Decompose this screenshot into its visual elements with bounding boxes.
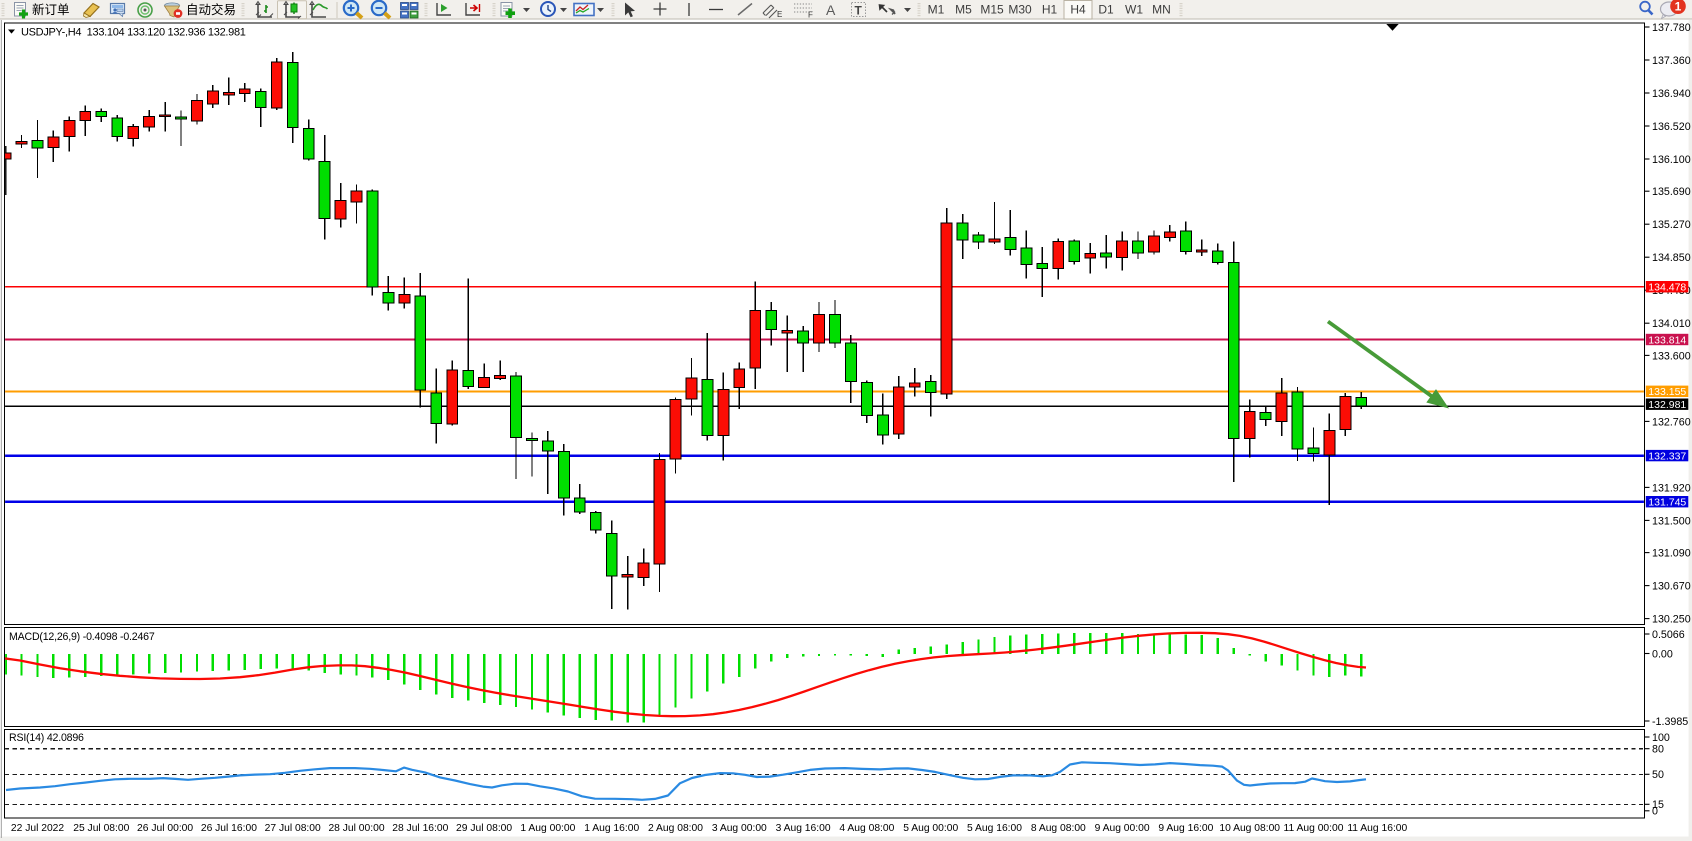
svg-text:136.520: 136.520 [1652,121,1691,133]
svg-text:0.00: 0.00 [1652,648,1673,660]
svg-text:22 Jul 2022: 22 Jul 2022 [11,823,65,834]
svg-text:131.090: 131.090 [1652,548,1691,560]
svg-text:2 Aug 08:00: 2 Aug 08:00 [648,823,703,834]
svg-text:26 Jul 16:00: 26 Jul 16:00 [201,823,257,834]
svg-text:M5: M5 [955,3,972,17]
svg-text:134.850: 134.850 [1652,252,1691,264]
svg-text:3 Aug 16:00: 3 Aug 16:00 [776,823,831,834]
svg-text:E: E [777,10,782,19]
svg-text:132.760: 132.760 [1652,416,1691,428]
svg-text:28 Jul 16:00: 28 Jul 16:00 [392,823,448,834]
svg-text:132.981: 132.981 [1648,399,1686,411]
svg-text:0: 0 [1652,806,1658,818]
svg-text:H4: H4 [1070,3,1086,17]
svg-text:M30: M30 [1008,3,1032,17]
svg-text:29 Jul 08:00: 29 Jul 08:00 [456,823,512,834]
svg-text:A: A [826,2,836,18]
svg-text:T: T [855,4,863,18]
svg-text:137.360: 137.360 [1652,55,1691,67]
svg-text:1: 1 [1675,0,1682,14]
svg-text:135.690: 135.690 [1652,186,1691,198]
svg-text:131.920: 131.920 [1652,482,1691,494]
svg-text:5 Aug 00:00: 5 Aug 00:00 [903,823,958,834]
svg-text:136.940: 136.940 [1652,88,1691,100]
svg-text:135.270: 135.270 [1652,219,1691,231]
svg-text:136.100: 136.100 [1652,154,1691,166]
svg-text:-1.3985: -1.3985 [1652,716,1688,728]
svg-text:100: 100 [1652,732,1670,744]
svg-text:RSI(14) 42.0896: RSI(14) 42.0896 [9,732,84,744]
svg-text:133.814: 133.814 [1648,334,1686,346]
svg-text:131.500: 131.500 [1652,515,1691,527]
svg-text:137.780: 137.780 [1652,22,1691,34]
svg-text:USDJPY-,H4 133.104 133.120 13: USDJPY-,H4 133.104 133.120 132.936 132.9… [21,26,246,38]
svg-text:11 Aug 00:00: 11 Aug 00:00 [1284,823,1344,834]
svg-text:133.155: 133.155 [1648,386,1686,398]
svg-text:新订单: 新订单 [32,2,70,17]
svg-text:5 Aug 16:00: 5 Aug 16:00 [967,823,1022,834]
svg-text:25 Jul 08:00: 25 Jul 08:00 [73,823,129,834]
svg-text:11 Aug 16:00: 11 Aug 16:00 [1347,823,1407,834]
svg-text:M1: M1 [928,3,945,17]
svg-text:D1: D1 [1098,3,1114,17]
svg-text:132.337: 132.337 [1648,450,1686,462]
svg-text:15: 15 [1652,799,1664,811]
svg-text:27 Jul 08:00: 27 Jul 08:00 [265,823,321,834]
svg-text:50: 50 [1652,769,1664,781]
svg-text:9 Aug 16:00: 9 Aug 16:00 [1158,823,1213,834]
svg-text:M15: M15 [980,3,1004,17]
svg-text:自动交易: 自动交易 [186,2,236,17]
svg-text:4 Aug 08:00: 4 Aug 08:00 [839,823,894,834]
svg-text:28 Jul 00:00: 28 Jul 00:00 [328,823,384,834]
svg-text:0.5066: 0.5066 [1652,629,1685,641]
svg-text:10 Aug 08:00: 10 Aug 08:00 [1219,823,1280,834]
svg-text:F: F [808,11,813,20]
svg-text:131.745: 131.745 [1648,497,1686,509]
svg-text:3 Aug 00:00: 3 Aug 00:00 [712,823,767,834]
svg-text:80: 80 [1652,744,1664,756]
svg-text:130.670: 130.670 [1652,581,1691,593]
svg-text:MN: MN [1152,3,1171,17]
svg-text:134.010: 134.010 [1652,318,1691,330]
svg-text:9 Aug 00:00: 9 Aug 00:00 [1095,823,1150,834]
svg-text:MACD(12,26,9) -0.4098 -0.2467: MACD(12,26,9) -0.4098 -0.2467 [9,631,155,643]
svg-text:1 Aug 16:00: 1 Aug 16:00 [584,823,639,834]
svg-text:8 Aug 08:00: 8 Aug 08:00 [1031,823,1086,834]
svg-text:26 Jul 00:00: 26 Jul 00:00 [137,823,193,834]
svg-text:1 Aug 00:00: 1 Aug 00:00 [520,823,575,834]
svg-text:H1: H1 [1042,3,1058,17]
svg-text:133.600: 133.600 [1652,350,1691,362]
svg-text:134.478: 134.478 [1648,282,1686,294]
svg-text:130.250: 130.250 [1652,614,1691,626]
svg-text:W1: W1 [1125,3,1143,17]
